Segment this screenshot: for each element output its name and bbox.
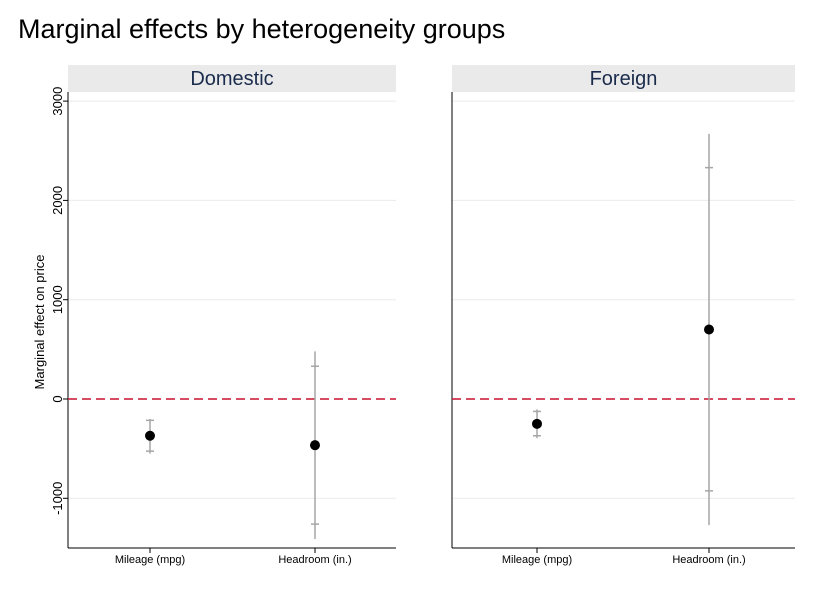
panel-header-domestic [68, 65, 396, 92]
y-tick-label: 0 [50, 395, 65, 402]
y-tick-label: -1000 [50, 482, 65, 515]
y-tick-label: 2000 [50, 186, 65, 215]
y-axis-label: Marginal effect on price [32, 255, 47, 390]
x-tick-label-foreign: Mileage (mpg) [502, 554, 572, 566]
panel-title-domestic: Domestic [190, 68, 273, 90]
chart-title: Marginal effects by heterogeneity groups [18, 14, 506, 44]
x-tick-label-foreign: Headroom (in.) [672, 554, 745, 566]
point-estimate [310, 440, 320, 451]
y-tick-label: 1000 [50, 285, 65, 314]
panel-header-foreign [452, 65, 795, 92]
point-estimate [704, 324, 714, 335]
panel-title-foreign: Foreign [590, 68, 658, 90]
point-estimate [532, 418, 542, 429]
x-tick-label-domestic: Headroom (in.) [278, 554, 351, 566]
x-tick-label-domestic: Mileage (mpg) [115, 554, 185, 566]
point-estimate [145, 430, 155, 441]
y-tick-label: 3000 [50, 87, 65, 116]
